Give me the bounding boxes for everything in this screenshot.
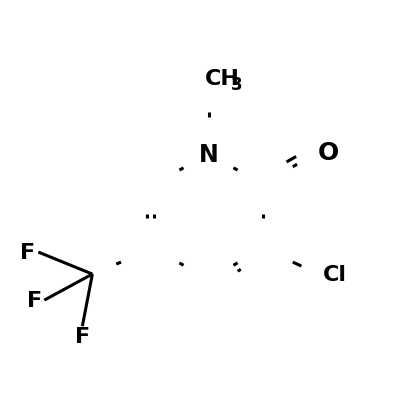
Text: F: F bbox=[27, 290, 42, 310]
Text: O: O bbox=[318, 141, 339, 164]
Text: 3: 3 bbox=[231, 76, 242, 94]
Text: N: N bbox=[198, 143, 219, 166]
Text: F: F bbox=[75, 326, 90, 346]
Text: CH: CH bbox=[204, 69, 239, 89]
Text: Cl: Cl bbox=[323, 264, 347, 284]
Text: F: F bbox=[20, 243, 35, 262]
